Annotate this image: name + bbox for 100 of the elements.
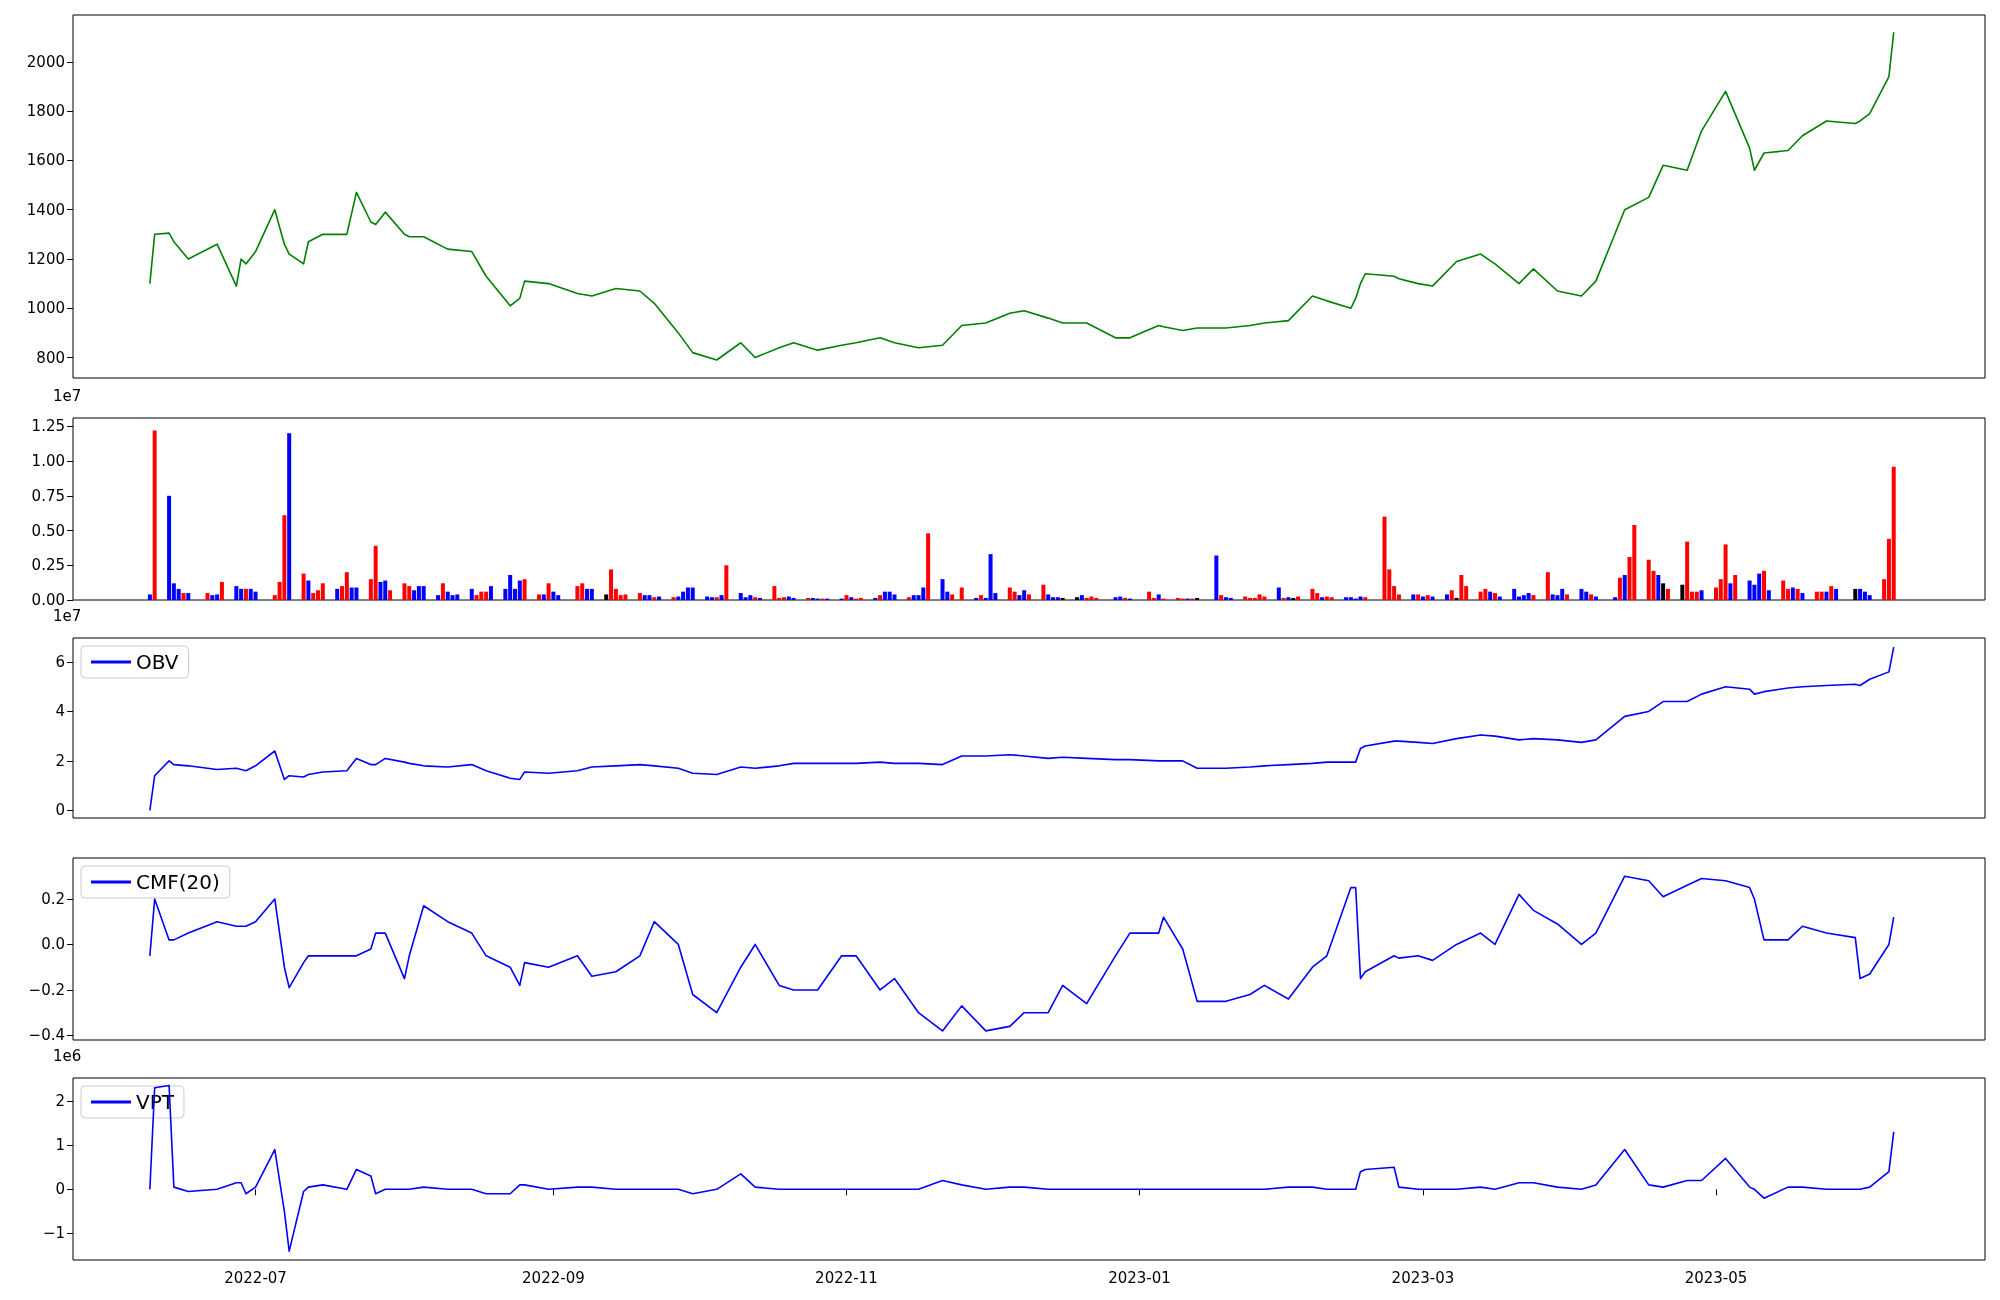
bar <box>1781 580 1786 600</box>
bar <box>335 588 340 600</box>
bar <box>1579 588 1584 600</box>
legend-label: OBV <box>136 650 179 674</box>
bar <box>878 595 883 600</box>
bar <box>469 588 474 600</box>
bar <box>671 597 676 600</box>
bar <box>1733 574 1738 600</box>
bar <box>1656 574 1661 600</box>
bar <box>1012 591 1017 600</box>
bar <box>849 597 854 600</box>
bar <box>1084 597 1089 600</box>
bar <box>1483 588 1488 600</box>
bar <box>1257 594 1262 600</box>
x-tick-label: 2023-01 <box>1108 1268 1171 1287</box>
bar <box>1214 555 1219 600</box>
bar <box>873 597 878 600</box>
bar <box>282 515 287 600</box>
bar <box>402 583 407 600</box>
bar <box>772 586 777 600</box>
bar <box>1550 594 1555 600</box>
bar <box>1699 590 1704 600</box>
y-tick-label: 0 <box>55 801 65 820</box>
bar <box>147 594 152 600</box>
bar <box>1055 597 1060 600</box>
y-tick-label: 1.00 <box>31 452 65 471</box>
bar <box>152 430 157 600</box>
bar <box>1834 588 1839 600</box>
bar <box>546 583 551 600</box>
bar <box>1512 588 1517 600</box>
bar <box>388 590 393 600</box>
bar <box>1382 516 1387 600</box>
bar <box>892 594 897 600</box>
bar <box>709 597 714 600</box>
bar <box>1867 595 1872 600</box>
y-tick-label: 0.25 <box>31 556 65 575</box>
y-tick-label: 1800 <box>26 102 65 121</box>
bar <box>1589 594 1594 600</box>
text: 1e7 <box>53 606 82 625</box>
bar <box>1416 594 1421 600</box>
y-tick-label: 4 <box>55 702 65 721</box>
bar <box>1344 597 1349 600</box>
bar <box>1685 541 1690 600</box>
y-tick-label: 1.25 <box>31 417 65 436</box>
bar <box>1617 577 1622 600</box>
bar <box>1459 574 1464 600</box>
y-tick-label: 0.0 <box>41 935 65 954</box>
bar <box>1411 594 1416 600</box>
bar <box>1444 594 1449 600</box>
bar <box>210 595 215 600</box>
bar <box>488 586 493 600</box>
bar <box>1565 594 1570 600</box>
bar <box>623 594 628 600</box>
bar <box>287 433 292 600</box>
y-tick-label: 2 <box>55 751 65 770</box>
bar <box>950 594 955 600</box>
bar <box>1363 597 1368 600</box>
bar <box>536 594 541 600</box>
bar <box>1800 593 1805 600</box>
bar <box>1147 591 1152 600</box>
bar <box>647 595 652 600</box>
bar <box>450 595 455 600</box>
bar <box>181 593 186 600</box>
bar <box>1027 594 1031 600</box>
y-tick-label: 1400 <box>26 200 65 219</box>
bar <box>959 587 964 600</box>
bar <box>926 533 931 600</box>
bar <box>253 591 258 600</box>
bar <box>1219 595 1224 600</box>
bar <box>436 595 441 600</box>
bar <box>1286 597 1291 600</box>
bar <box>1079 595 1084 600</box>
bar <box>757 597 762 600</box>
bar <box>301 573 306 600</box>
bar <box>642 595 647 600</box>
bar <box>219 581 224 600</box>
bar <box>1819 591 1824 600</box>
bar <box>186 593 191 600</box>
y-tick-label: 0.50 <box>31 521 65 540</box>
bar <box>1665 588 1670 600</box>
text: 1e7 <box>53 386 82 405</box>
y-tick-label: −0.2 <box>28 980 65 999</box>
bar <box>522 579 527 600</box>
bar <box>844 595 849 600</box>
bar <box>1545 572 1550 600</box>
bar <box>421 586 426 600</box>
y-tick-label: 0 <box>55 1180 65 1199</box>
bar <box>1694 591 1699 600</box>
text: 1e6 <box>53 1046 82 1065</box>
bar <box>517 580 522 600</box>
bar <box>724 565 729 600</box>
bar <box>1531 595 1536 600</box>
bar <box>791 597 796 600</box>
bar <box>1824 591 1829 600</box>
bar <box>541 594 546 600</box>
bar <box>373 545 378 600</box>
bar <box>234 586 239 600</box>
bar <box>1228 597 1233 600</box>
bar <box>1613 597 1618 600</box>
bar <box>743 597 748 600</box>
